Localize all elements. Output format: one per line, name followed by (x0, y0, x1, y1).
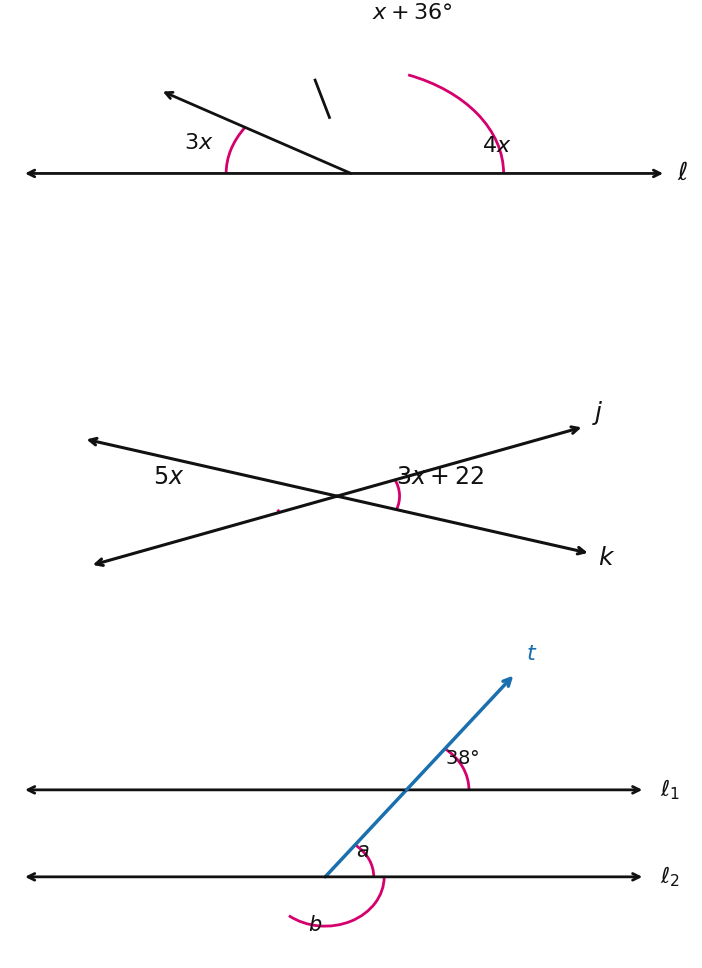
Text: $38°$: $38°$ (444, 750, 479, 768)
Text: $\ell_1$: $\ell_1$ (660, 777, 680, 802)
Text: $j$: $j$ (592, 399, 604, 427)
Text: $4x$: $4x$ (482, 135, 512, 157)
Text: $t$: $t$ (526, 643, 537, 665)
Text: $5x$: $5x$ (153, 466, 185, 489)
Text: $x + 36°$: $x + 36°$ (372, 2, 452, 24)
Text: $b$: $b$ (307, 915, 322, 934)
Text: $3x + 22$: $3x + 22$ (396, 466, 484, 489)
Text: $\ell_2$: $\ell_2$ (660, 864, 680, 890)
Text: $3x$: $3x$ (184, 133, 213, 154)
Text: $a$: $a$ (357, 841, 370, 861)
Text: $\ell$: $\ell$ (677, 162, 688, 185)
Text: $k$: $k$ (598, 547, 616, 570)
